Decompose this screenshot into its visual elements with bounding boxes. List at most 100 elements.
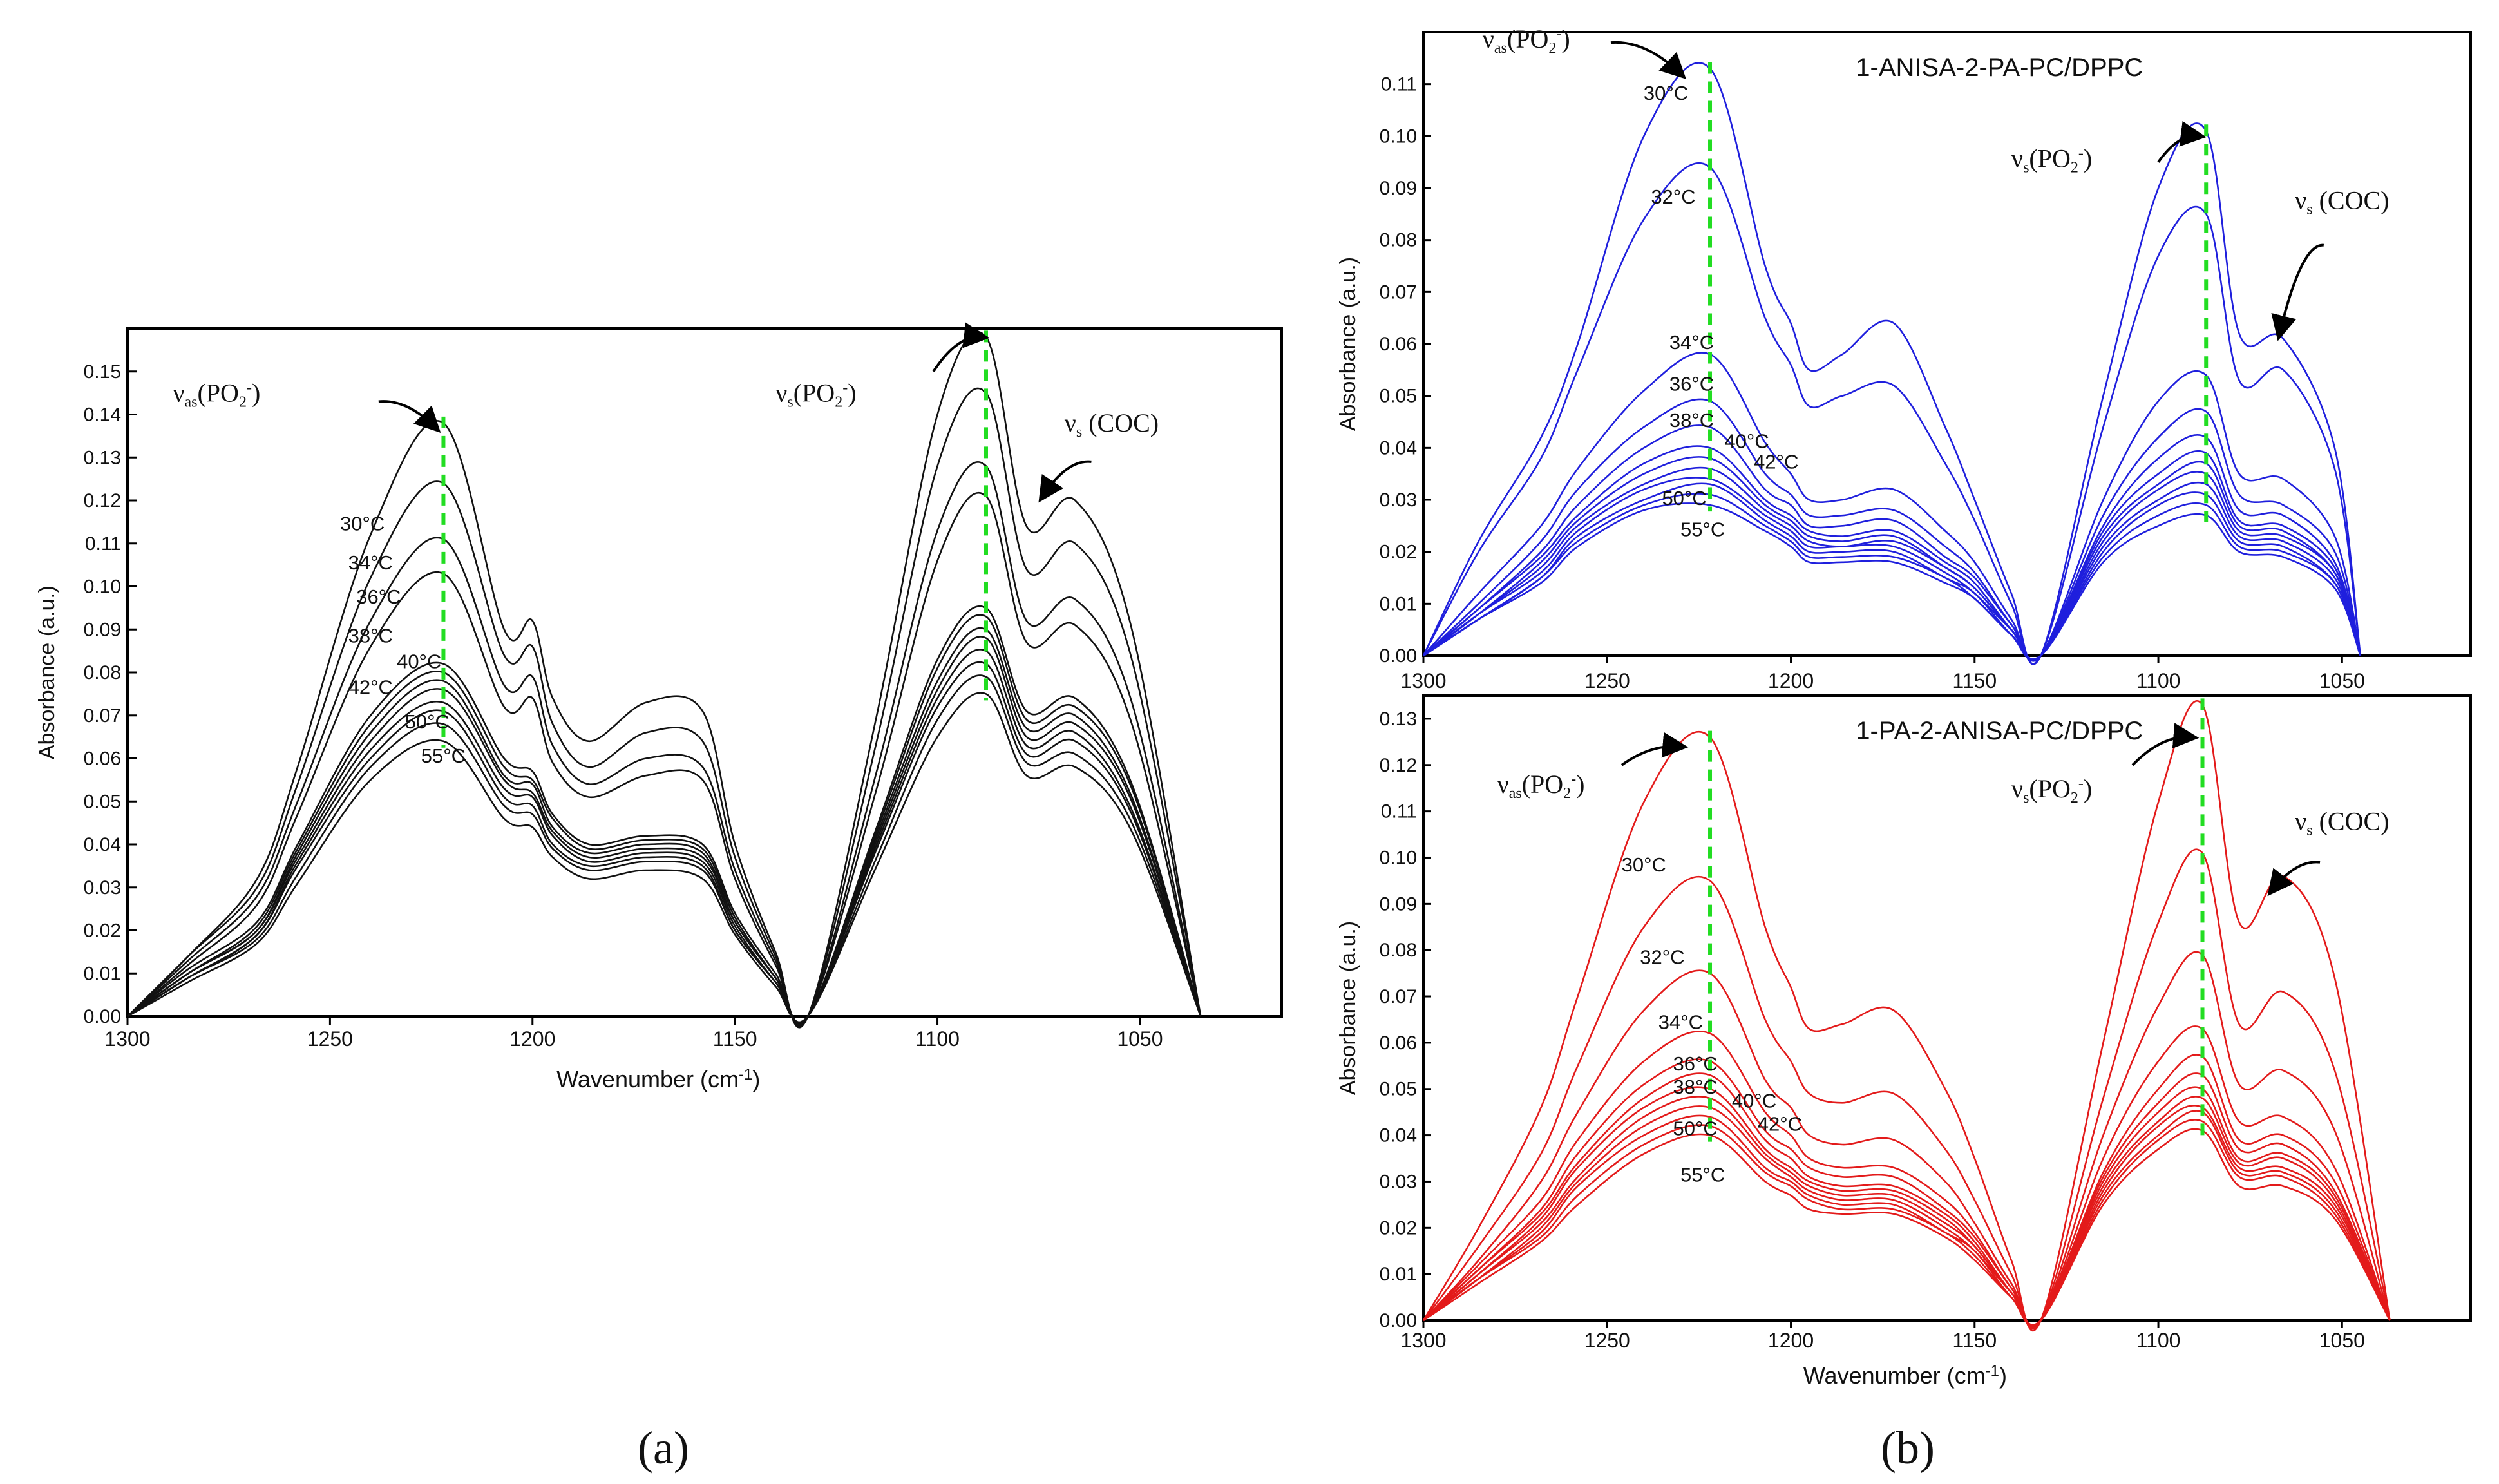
temperature-label: 42°C — [1758, 1112, 1802, 1135]
y-tick-label: 0.01 — [1380, 1264, 1417, 1285]
x-tick-label: 1050 — [1117, 1027, 1163, 1051]
temperature-label: 40°C — [1732, 1089, 1776, 1112]
y-tick-label: 0.11 — [1381, 801, 1417, 823]
temperature-label: 36°C — [1673, 1052, 1718, 1075]
temperature-label: 42°C — [1754, 451, 1798, 473]
y-tick-label: 0.02 — [1380, 542, 1417, 563]
spectrum-line — [1422, 700, 2391, 1332]
x-tick-label: 1200 — [1768, 1329, 1814, 1352]
spectrum-line — [1423, 477, 2362, 660]
spectrum-line — [127, 614, 1202, 1024]
y-axis-label: Absorbance (a.u.) — [1336, 257, 1360, 431]
plot-area-b-top: 1-ANISA-2-PA-PC/DPPC 0.00 0.01 0.02 0.03 0.04… — [1336, 24, 2389, 692]
y-tick-label: 0.03 — [1380, 1171, 1417, 1192]
x-tick-label: 1150 — [1952, 669, 1997, 692]
band-annotation: νs(PO2-) — [775, 378, 856, 410]
annotation-arrow — [378, 400, 441, 433]
y-tick-label: 0.09 — [1380, 178, 1417, 199]
y-tick-label: 0.11 — [1381, 74, 1417, 95]
spectrum-line — [1423, 466, 2362, 661]
x-tick-label: 1250 — [1584, 669, 1630, 692]
annotation-arrow — [2267, 861, 2321, 897]
temperature-label: 55°C — [421, 745, 466, 767]
y-tick-label: 0.15 — [84, 361, 121, 383]
temperature-label: 30°C — [1622, 853, 1666, 876]
temperature-label: 55°C — [1680, 1163, 1725, 1186]
temperature-label: 34°C — [1669, 331, 1714, 354]
y-tick-label: 0.08 — [1380, 940, 1417, 961]
y-tick-label: 0.08 — [84, 662, 121, 683]
spectrum-line — [1423, 1086, 2391, 1327]
annotation-arrow — [2157, 120, 2207, 163]
x-tick-label: 1300 — [1400, 1329, 1446, 1352]
band-annotation: νs (COC) — [2295, 806, 2389, 839]
band-annotation: νs(PO2-) — [2011, 144, 2092, 176]
y-tick-label: 0.01 — [84, 963, 121, 984]
x-axis-label: Wavenumber (cm-1) — [556, 1066, 760, 1092]
spectrum-line — [127, 649, 1202, 1024]
y-tick-label: 0.01 — [1380, 593, 1417, 614]
x-tick-label: 1200 — [509, 1027, 555, 1051]
temperature-label: 38°C — [1669, 409, 1714, 432]
temperature-label: 32°C — [1651, 186, 1695, 208]
y-tick-label: 0.04 — [1380, 1125, 1417, 1146]
spectrum-line — [1423, 398, 2362, 662]
spectrum-line — [1423, 951, 2391, 1329]
temperature-label: 32°C — [1640, 946, 1684, 969]
spectrum-line — [1423, 1096, 2391, 1327]
spectrum-line — [1423, 1119, 2391, 1326]
band-annotation: νs (COC) — [1065, 408, 1159, 441]
x-tick-label: 1200 — [1768, 669, 1814, 692]
temperature-label: 50°C — [405, 710, 450, 733]
spectrum-line — [1423, 1025, 2391, 1327]
y-tick-label: 0.03 — [84, 877, 121, 899]
temperature-label: 42°C — [348, 676, 393, 698]
y-tick-label: 0.13 — [1380, 709, 1417, 730]
spectrum-line — [1423, 352, 2362, 662]
y-tick-label: 0.07 — [1380, 986, 1417, 1007]
y-tick-label: 0.05 — [1380, 1079, 1417, 1100]
chart-panel-b-bottom: 1-PA-2-ANISA-PC/DPPC 0.00 0.01 0.02 0.03 0.04… — [1336, 694, 2472, 1389]
spectrum-line — [1423, 1128, 2391, 1326]
spectrum-line — [127, 331, 1202, 1029]
y-tick-label: 0.10 — [1380, 126, 1417, 147]
temperature-label: 36°C — [356, 585, 401, 608]
annotation-arrow — [1038, 460, 1092, 503]
y-tick-label: 0.12 — [84, 490, 121, 511]
band-annotation: νas(PO2-) — [1497, 770, 1585, 802]
y-tick-label: 0.11 — [85, 533, 121, 555]
spectrum-line — [127, 491, 1202, 1025]
y-tick-label: 0.02 — [1380, 1217, 1417, 1239]
y-tick-label: 0.12 — [1380, 755, 1417, 776]
temperature-label: 55°C — [1680, 518, 1725, 540]
y-tick-label: 0.10 — [1380, 847, 1417, 868]
band-annotation: νs (COC) — [2295, 186, 2389, 218]
plot-frame-b-bottom — [1422, 694, 2472, 1322]
spectrum-line — [127, 636, 1202, 1023]
y-tick-label: 0.09 — [1380, 893, 1417, 915]
temperature-label: 36°C — [1669, 373, 1714, 395]
y-tick-label: 0.09 — [84, 619, 121, 640]
y-tick-label: 0.06 — [1380, 334, 1417, 355]
y-tick-label: 0.04 — [1380, 437, 1417, 459]
y-tick-label: 0.13 — [84, 447, 121, 468]
y-tick-label: 0.06 — [1380, 1032, 1417, 1054]
spectrum-line — [127, 461, 1202, 1026]
spectrum-line — [1422, 848, 2391, 1330]
spectrum-line — [1422, 62, 2362, 665]
y-tick-label: 0.10 — [84, 576, 121, 598]
y-tick-label: 0.00 — [1380, 645, 1417, 667]
x-tick-label: 1050 — [2319, 669, 2365, 692]
x-tick-label: 1100 — [2136, 1329, 2181, 1352]
chart-title: 1-ANISA-2-PA-PC/DPPC — [1856, 53, 2143, 82]
chart-title: 1-PA-2-ANISA-PC/DPPC — [1856, 717, 2143, 745]
annotation-arrow — [2271, 243, 2324, 341]
y-axis-label: Absorbance (a.u.) — [1336, 921, 1360, 1095]
chart-panel-b-top: 1-ANISA-2-PA-PC/DPPC 0.00 0.01 0.02 0.03 0.04… — [1336, 24, 2472, 692]
spectrum-line — [1422, 162, 2362, 665]
y-tick-label: 0.05 — [84, 791, 121, 812]
annotation-arrow — [2131, 723, 2200, 766]
x-tick-label: 1250 — [307, 1027, 353, 1051]
y-tick-label: 0.04 — [84, 834, 121, 855]
